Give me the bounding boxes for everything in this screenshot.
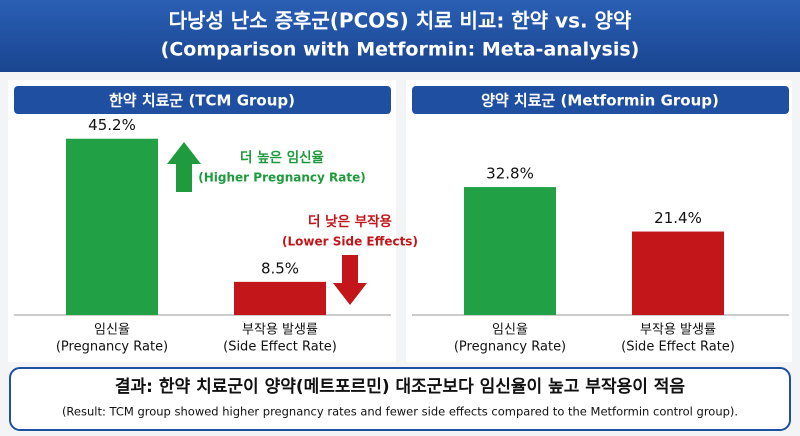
- panel-title: 한약 치료군 (TCM Group): [109, 92, 295, 110]
- annotation: 더 낮은 부작용: [308, 213, 392, 230]
- value-label: 45.2%: [88, 116, 136, 134]
- annotation: 더 높은 임신율: [240, 149, 324, 166]
- panel-title: 양약 치료군 (Metformin Group): [481, 92, 719, 110]
- bar: [66, 138, 158, 315]
- category-label: 부작용 발생률: [640, 323, 716, 338]
- category-label: 임신율: [492, 323, 528, 338]
- header-bar: [0, 0, 800, 72]
- conclusion-box: [9, 367, 791, 431]
- header-subtitle: (Comparison with Metformin: Meta-analysi…: [161, 39, 640, 61]
- value-label: 21.4%: [654, 209, 702, 227]
- arrow: [333, 255, 367, 305]
- category-label: (Pregnancy Rate): [56, 340, 168, 355]
- header-title: 다낭성 난소 증후군(PCOS) 치료 비교: 한약 vs. 양약: [169, 9, 632, 33]
- conclusion-title: 결과: 한약 치료군이 양약(메트포르민) 대조군보다 임신율이 높고 부작용이…: [115, 376, 686, 397]
- category-label: 부작용 발생률: [242, 323, 318, 338]
- annotation: (Higher Pregnancy Rate): [198, 171, 365, 185]
- category-label: (Side Effect Rate): [223, 340, 337, 355]
- category-label: (Pregnancy Rate): [454, 340, 566, 355]
- conclusion-text: (Result: TCM group showed higher pregnan…: [62, 405, 738, 419]
- panel-title-bar: [14, 86, 391, 114]
- value-label: 32.8%: [486, 165, 534, 183]
- annotation: (Lower Side Effects): [282, 235, 418, 249]
- bar: [234, 281, 326, 315]
- category-label: 임신율: [94, 323, 130, 338]
- bar: [464, 187, 556, 315]
- bar: [632, 231, 724, 315]
- category-label: (Side Effect Rate): [621, 340, 735, 355]
- value-label: 8.5%: [261, 259, 299, 277]
- panel-title-bar: [412, 86, 789, 114]
- panel: [406, 80, 792, 362]
- arrow: [167, 142, 201, 192]
